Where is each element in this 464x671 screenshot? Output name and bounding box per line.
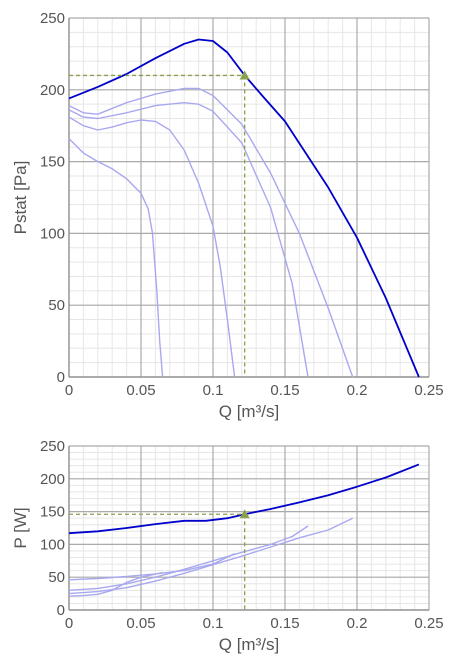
pressure-operating-point-marker — [239, 70, 250, 80]
power-operating-point-marker — [239, 509, 250, 519]
power-x-tick-label: 0.05 — [126, 615, 155, 632]
pressure-y-axis-label: Pstat [Pa] — [11, 161, 30, 235]
power-y-tick-label: 250 — [40, 438, 65, 455]
pressure-secondary-curve — [68, 102, 309, 378]
pressure-y-tick-label: 250 — [40, 10, 65, 27]
power-y-tick-label: 100 — [40, 536, 65, 553]
pressure-x-tick-label: 0.25 — [414, 382, 443, 399]
power-x-tick-label: 0.25 — [414, 615, 443, 632]
power-y-tick-label: 50 — [48, 569, 65, 586]
pressure-secondary-curve — [68, 116, 236, 378]
pressure-secondary-curve — [68, 138, 164, 378]
pressure-y-tick-label: 150 — [40, 154, 65, 171]
pressure-x-tick-label: 0.2 — [347, 382, 368, 399]
pressure-x-axis-label: Q [m³/s] — [219, 402, 279, 421]
power-main-curve — [68, 463, 420, 535]
power-secondary-curve — [68, 525, 309, 591]
pressure-secondary-curve — [68, 87, 354, 378]
power-y-tick-label: 200 — [40, 471, 65, 488]
pressure-plot-area — [69, 18, 429, 377]
power-x-tick-label: 0.15 — [270, 615, 299, 632]
pressure-y-tick-label: 100 — [40, 225, 65, 242]
power-x-tick-label: 0.1 — [203, 615, 224, 632]
pressure-x-tick-label: 0 — [65, 382, 73, 399]
pressure-x-tick-label: 0.05 — [126, 382, 155, 399]
pressure-chart: 0 0.05 0.1 0.15 0.2 0.25 0 50 100 150 200 250 Q [m³/… — [11, 10, 444, 421]
power-y-tick-label: 150 — [40, 504, 65, 521]
pressure-x-tick-label: 0.1 — [203, 382, 224, 399]
pressure-x-tick-label: 0.15 — [270, 382, 299, 399]
pressure-main-curve — [68, 38, 420, 378]
power-x-axis-label: Q [m³/s] — [219, 635, 279, 654]
power-x-tick-label: 0 — [65, 615, 73, 632]
power-chart: 0 0.05 0.1 0.15 0.2 0.25 0 50 100 150 200 250 Q [m³/… — [11, 438, 444, 654]
power-secondary-curve — [68, 571, 163, 597]
pressure-y-tick-label: 0 — [57, 369, 65, 386]
power-y-axis-label: P [W] — [11, 507, 30, 548]
power-x-tick-label: 0.2 — [347, 615, 368, 632]
pressure-y-tick-label: 50 — [48, 297, 65, 314]
pressure-y-tick-label: 200 — [40, 82, 65, 99]
power-y-tick-label: 0 — [57, 602, 65, 619]
